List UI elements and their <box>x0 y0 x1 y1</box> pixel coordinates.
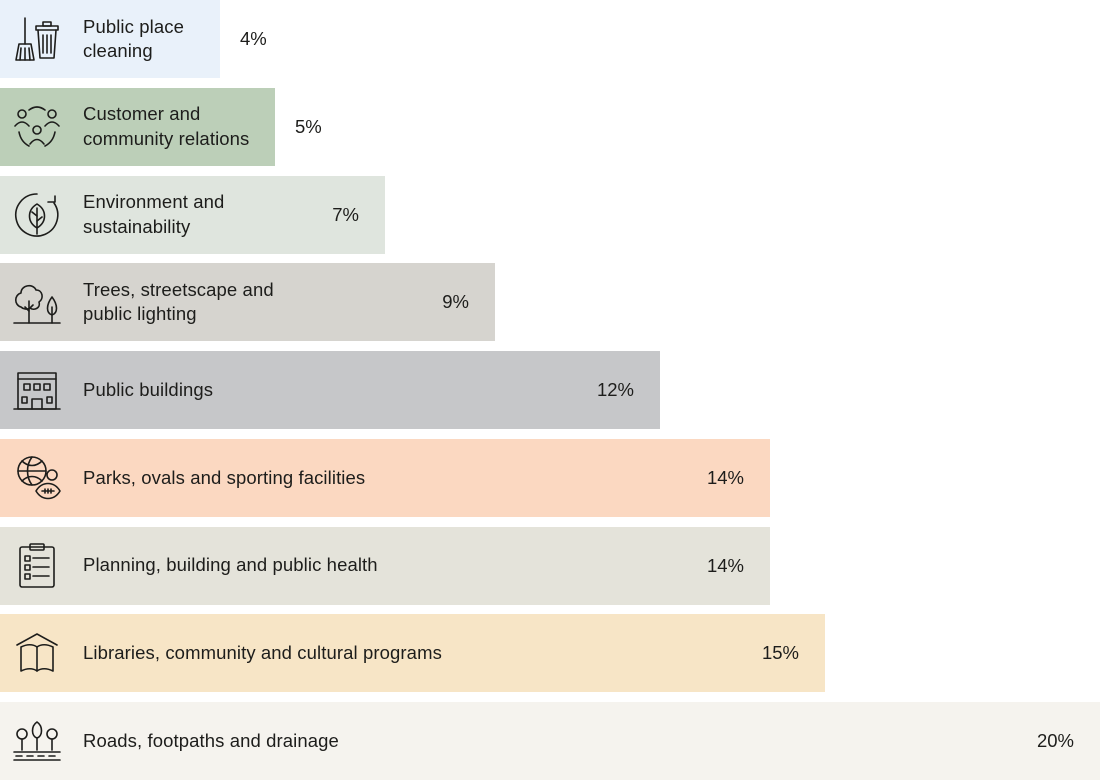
bar <box>0 87 275 166</box>
bar-value-label: 7% <box>332 203 359 225</box>
bar-value-label: 12% <box>596 379 634 400</box>
bar-value-label: 4% <box>240 28 267 49</box>
bar-label: Public place cleaning <box>83 15 184 62</box>
bar-row: Roads, footpaths and drainage 20% <box>0 702 1100 780</box>
bar-label: Public buildings <box>83 378 214 400</box>
bar-label: Planning, building and public health <box>83 554 378 576</box>
bar-label: Trees, streetscape and public lighting <box>83 278 274 325</box>
sports-balls-icon <box>12 453 62 503</box>
library-book-icon <box>12 628 62 678</box>
bar <box>0 351 660 429</box>
bar-row: Trees, streetscape and public lighting 9% <box>0 263 1100 342</box>
clipboard-checklist-icon <box>12 541 62 591</box>
bar-value-label: 5% <box>295 115 322 137</box>
bar-value-label: 15% <box>761 642 799 664</box>
bar <box>0 526 770 605</box>
bar-label: Customer and community relations <box>83 103 250 149</box>
bar-label: Environment and sustainability <box>83 191 225 237</box>
bar <box>0 175 385 254</box>
bar-row: Customer and community relations 5% <box>0 87 1100 166</box>
bar-label: Libraries, community and cultural progra… <box>83 642 442 663</box>
bar-label: Parks, ovals and sporting facilities <box>83 466 366 488</box>
bar <box>0 263 495 342</box>
broom-bin-icon <box>12 14 62 64</box>
bar-value-label: 14% <box>706 554 744 576</box>
bar-row: Parks, ovals and sporting facilities 14% <box>0 438 1100 517</box>
bar <box>0 438 770 517</box>
bar-row: Planning, building and public health 14% <box>0 526 1100 605</box>
leaf-cycle-icon <box>12 190 62 240</box>
bar-value-label: 14% <box>706 466 744 488</box>
trees-icon <box>12 277 62 327</box>
bar <box>0 614 825 693</box>
people-network-icon <box>12 102 62 152</box>
bar <box>0 0 220 78</box>
bar-row: Public buildings 12% <box>0 351 1100 429</box>
bar <box>0 702 1100 780</box>
building-icon <box>12 365 62 415</box>
bar-row: Libraries, community and cultural progra… <box>0 614 1100 693</box>
road-trees-icon <box>12 716 62 766</box>
bar-value-label: 9% <box>442 291 469 313</box>
bar-value-label: 20% <box>1036 730 1074 751</box>
bar-label: Roads, footpaths and drainage <box>83 729 339 751</box>
bar-row: Public place cleaning 4% <box>0 0 1100 78</box>
bar-row: Environment and sustainability 7% <box>0 175 1100 254</box>
